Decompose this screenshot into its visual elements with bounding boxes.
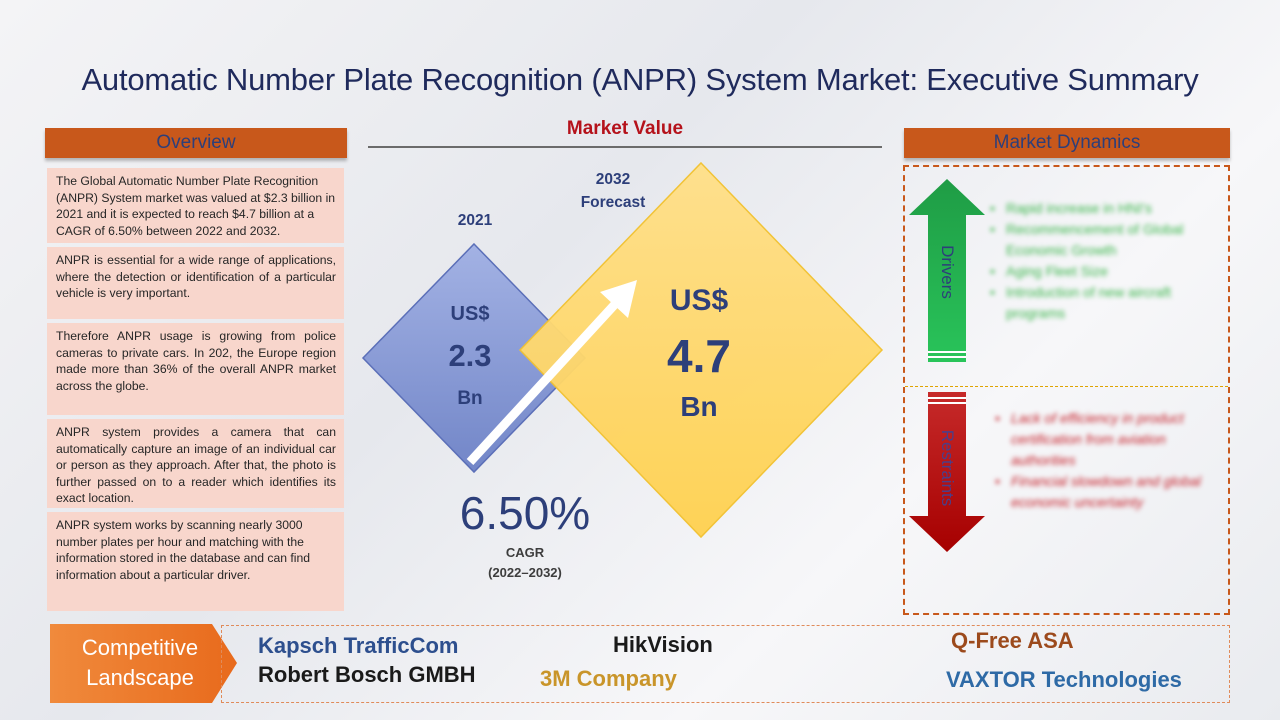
value-2021-unit: Bn [457, 388, 483, 409]
year-2032-year: 2032 [595, 171, 631, 188]
market-dynamics-box [903, 165, 1230, 615]
year-2032-label: 2032 Forecast [568, 168, 658, 214]
drivers-label: Drivers [938, 245, 957, 299]
restraint-item: Financial slowdown and global economic u… [995, 471, 1220, 513]
value-2021-amount: 2.3 [448, 338, 492, 373]
driver-item: Rapid increase in HNI's [990, 198, 1220, 219]
overview-paragraph: The Global Automatic Number Plate Recogn… [47, 168, 344, 243]
overview-paragraph: Therefore ANPR usage is growing from pol… [47, 323, 344, 415]
company-vaxtor: VAXTOR Technologies [946, 667, 1182, 692]
driver-item: Introduction of new aircraft programs [990, 282, 1220, 324]
driver-item: Recommencement of Global Economic Growth [990, 219, 1220, 261]
overview-header: Overview [45, 128, 347, 158]
cagr-value: 6.50% [459, 487, 591, 539]
cagr-label: CAGR [505, 545, 545, 560]
market-value-divider [368, 146, 882, 148]
growth-arrow-icon [466, 280, 637, 466]
restraints-list: Lack of efficiency in product certificat… [995, 408, 1220, 513]
value-2032-currency: US$ [669, 284, 729, 317]
value-2032-unit: Bn [680, 391, 718, 422]
market-value-title: Market Value [566, 118, 684, 139]
company-kapsch: Kapsch TrafficCom [258, 633, 459, 658]
restraint-item: Lack of efficiency in product certificat… [995, 408, 1220, 471]
cagr-period: (2022–2032) [488, 565, 562, 580]
company-3m: 3M Company [540, 666, 677, 691]
page-title: Automatic Number Plate Recognition (ANPR… [81, 62, 1199, 97]
overview-paragraph: ANPR system provides a camera that can a… [47, 419, 344, 508]
competitive-landscape-box [221, 625, 1230, 703]
market-dynamics-divider [905, 386, 1228, 387]
value-2021-currency: US$ [450, 303, 490, 325]
company-qfree: Q-Free ASA [951, 628, 1074, 653]
drivers-up-arrow-icon [909, 179, 985, 362]
competitive-landscape-label: Competitive Landscape [70, 633, 210, 693]
market-dynamics-header: Market Dynamics [904, 128, 1230, 158]
competitive-chevron-icon [50, 624, 237, 703]
drivers-list: Rapid increase in HNI's Recommencement o… [990, 198, 1220, 324]
overview-paragraph: ANPR system works by scanning nearly 300… [47, 512, 344, 611]
company-bosch: Robert Bosch GMBH [258, 662, 476, 687]
overview-paragraph: ANPR is essential for a wide range of ap… [47, 247, 344, 319]
year-2032-forecast: Forecast [580, 194, 646, 211]
competitive-label-line2: Landscape [86, 665, 194, 690]
competitive-label-line1: Competitive [81, 635, 199, 660]
restraints-down-arrow-icon [909, 392, 985, 552]
restraints-label: Restraints [938, 429, 957, 507]
diamond-2032 [518, 161, 884, 539]
driver-item: Aging Fleet Size [990, 261, 1220, 282]
year-2021-label: 2021 [457, 212, 493, 229]
value-2032-amount: 4.7 [667, 330, 731, 382]
company-hikvision: HikVision [613, 632, 713, 657]
